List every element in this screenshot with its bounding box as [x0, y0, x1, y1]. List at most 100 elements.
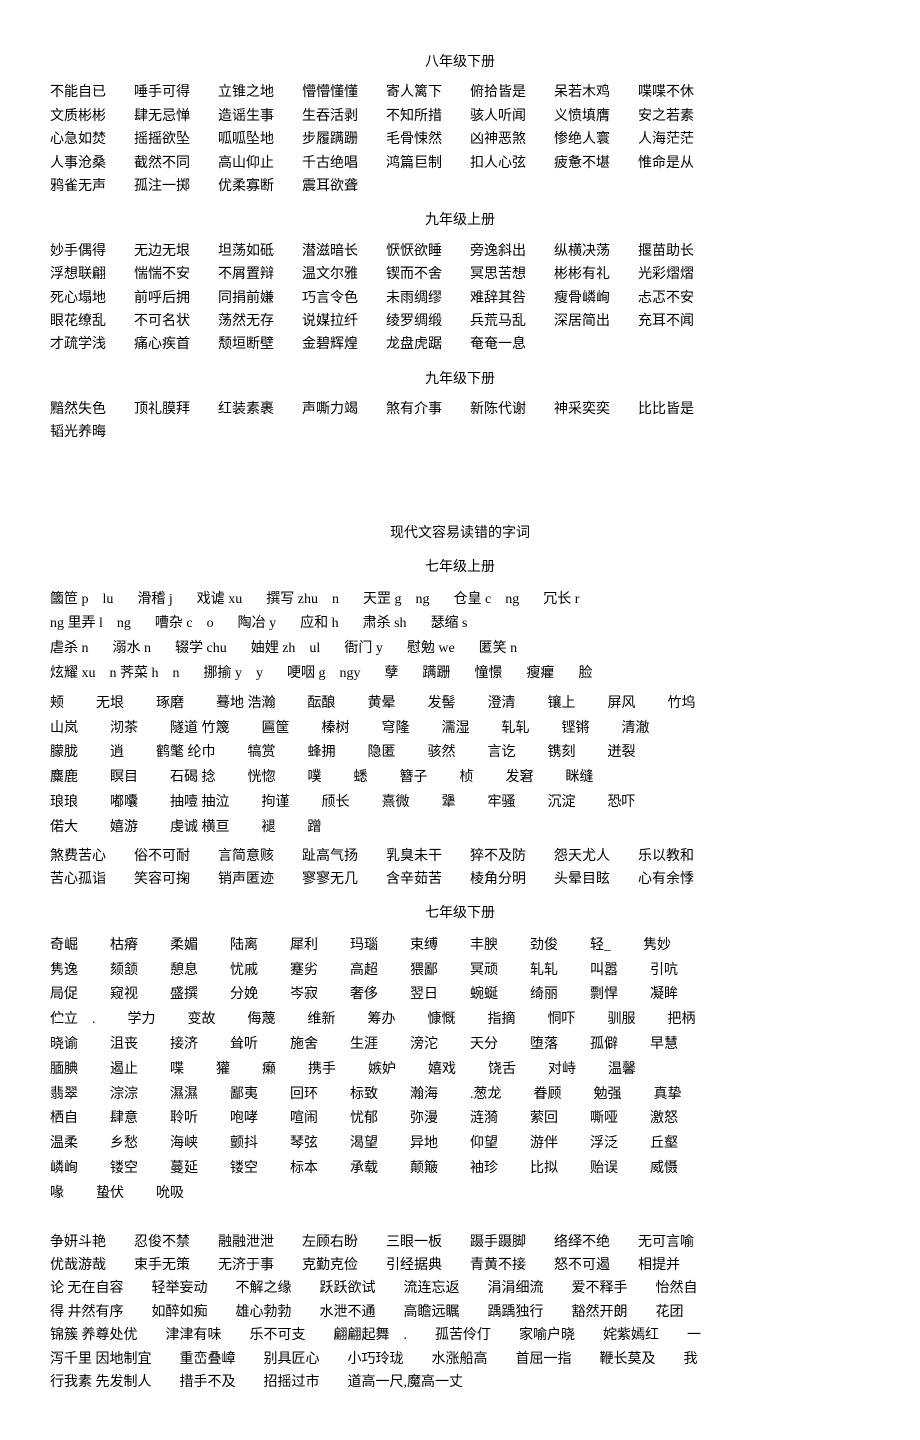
- text-item: 偌大: [50, 816, 78, 840]
- text-item: 坦荡如砥: [218, 241, 274, 263]
- g9-up-block: 妙手偶得无边无垠坦荡如砥潜滋暗长恹恹欲睡旁逸斜出纵横决荡揠苗助长 浮想联翩惴惴不…: [50, 241, 870, 357]
- text-item: 眯缝: [566, 766, 594, 790]
- text-item: 涓涓细流: [488, 1278, 544, 1300]
- text-item: 苦心孤诣: [50, 869, 106, 891]
- text-item: 早慧: [650, 1033, 678, 1057]
- text-item: 锲而不舍: [386, 264, 442, 286]
- text-item: 劲俊: [530, 934, 558, 958]
- text-item: 朦胧: [50, 741, 78, 765]
- g7-up-idioms-block: 煞费苦心俗不可耐言简意赅趾高气扬乳臭未干猝不及防怨天尤人乐以教和 苦心孤诣笑容可…: [50, 846, 870, 892]
- text-item: 乐不可支: [250, 1325, 306, 1347]
- text-item: 呱呱坠地: [218, 129, 274, 151]
- text-item: 应和 h: [300, 612, 339, 636]
- text-item: 引经据典: [386, 1255, 442, 1277]
- text-item: 金碧辉煌: [302, 334, 358, 356]
- text-item: 花团: [656, 1302, 684, 1324]
- text-item: 瘦骨嶙峋: [554, 288, 610, 310]
- text-item: 棱角分明: [470, 869, 526, 891]
- text-item: 不解之缘: [236, 1278, 292, 1300]
- text-item: 侮蔑: [248, 1008, 276, 1032]
- text-item: 虔诚 横亘: [170, 816, 230, 840]
- word-row: 局促窥视盛撰分娩岑寂奢侈翌日蜿蜒绮丽剽悍凝眸: [50, 983, 870, 1007]
- text-item: 乡愁: [110, 1132, 138, 1156]
- text-item: 旁逸斜出: [470, 241, 526, 263]
- text-item: 琢磨: [156, 692, 184, 716]
- text-item: 盛撰: [170, 983, 198, 1007]
- text-item: 冥顽: [470, 959, 498, 983]
- text-item: 遏止: [110, 1058, 138, 1082]
- text-item: 说媒拉纤: [302, 311, 358, 333]
- text-item: 饶舌: [488, 1058, 516, 1082]
- text-item: 陆离: [230, 934, 258, 958]
- pinyin-row: 虐杀 n溺水 n辍学 chu妯娌 zh ul衙门 y慰勉 we匿笑 n: [50, 637, 870, 661]
- text-item: 奄奄一息: [470, 334, 526, 356]
- text-item: 凶神恶煞: [470, 129, 526, 151]
- text-item: 寥寥无几: [302, 869, 358, 891]
- text-item: 龙盘虎踞: [386, 334, 442, 356]
- text-item: 麋鹿: [50, 766, 78, 790]
- text-item: 惟命是从: [638, 153, 694, 175]
- word-row: 嶙峋镂空蔓延镂空标本承载颠簸袖珍比拟贻误威慑: [50, 1157, 870, 1181]
- text-item: 轧轧: [502, 717, 530, 741]
- text-item: 无垠: [96, 692, 124, 716]
- text-item: 犟: [442, 791, 456, 815]
- text-item: 颓垣断壁: [218, 334, 274, 356]
- g9-down-block: 黯然失色顶礼膜拜红装素裹声嘶力竭煞有介事新陈代谢神采奕奕比比皆是 韬光养晦: [50, 399, 870, 445]
- text-item: 爱不释手: [572, 1278, 628, 1300]
- text-item: 蟋: [354, 766, 368, 790]
- text-item: 山岚: [50, 717, 78, 741]
- text-item: 言讫: [488, 741, 516, 765]
- text-item: 恫吓: [548, 1008, 576, 1032]
- text-item: 无边无垠: [134, 241, 190, 263]
- text-item: 充耳不闻: [638, 311, 694, 333]
- text-item: 深居简出: [554, 311, 610, 333]
- text-item: 绮丽: [530, 983, 558, 1007]
- text-item: 兵荒马乱: [470, 311, 526, 333]
- text-item: 安之若素: [638, 106, 694, 128]
- text-item: 蜿蜒: [470, 983, 498, 1007]
- text-item: 含辛茹苦: [386, 869, 442, 891]
- text-item: 红装素裹: [218, 399, 274, 421]
- text-item: 妯娌 zh ul: [251, 637, 321, 661]
- text-item: 玛瑙: [350, 934, 378, 958]
- section-title-modern: 现代文容易读错的字词: [50, 523, 870, 545]
- text-item: 沉淀: [548, 791, 576, 815]
- text-item: 瀚海: [410, 1083, 438, 1107]
- text-item: 绫罗绸缎: [386, 311, 442, 333]
- text-item: 奢侈: [350, 983, 378, 1007]
- idiom-row: 韬光养晦: [50, 422, 870, 444]
- idiom-row: 浮想联翩惴惴不安不屑置辩温文尔雅锲而不舍冥思苦想彬彬有礼光彩熠熠: [50, 264, 870, 286]
- text-item: 惨绝人寰: [554, 129, 610, 151]
- text-item: 浮想联翩: [50, 264, 106, 286]
- text-item: 萦回: [530, 1107, 558, 1131]
- g7-down-idioms-block: 争妍斗艳忍俊不禁融融泄泄左顾右盼三眼一板蹑手蹑脚络绎不绝无可言喻 优哉游哉束手无…: [50, 1232, 870, 1395]
- text-item: 慰勉 we: [407, 637, 455, 661]
- word-row: 朦胧逍鹤氅 纶巾犒赏蜂拥隐匿骇然言讫镌刻迸裂: [50, 741, 870, 765]
- text-item: 隐匿: [368, 741, 396, 765]
- text-item: 翡翠: [50, 1083, 78, 1107]
- word-row: 奇崛枯瘠柔媚陆离犀利玛瑙束缚丰腴劲俊轻_隽妙: [50, 934, 870, 958]
- text-item: 天罡 g ng: [363, 588, 430, 612]
- word-row: 喙蛰伏吮吸: [50, 1182, 870, 1206]
- text-item: 沮丧: [110, 1033, 138, 1057]
- text-item: 鞭长莫及: [600, 1349, 656, 1371]
- text-item: 怡然自: [656, 1278, 698, 1300]
- text-item: 潜滋暗长: [302, 241, 358, 263]
- text-item: 人海茫茫: [638, 129, 694, 151]
- text-item: 仓皇 c ng: [454, 588, 520, 612]
- text-item: 唾手可得: [134, 82, 190, 104]
- text-item: 神采奕奕: [554, 399, 610, 421]
- text-item: 隽妙: [643, 934, 671, 958]
- text-item: 咆哮: [230, 1107, 258, 1131]
- text-item: 顶礼膜拜: [134, 399, 190, 421]
- text-item: 荡然无存: [218, 311, 274, 333]
- text-item: 渴望: [350, 1132, 378, 1156]
- word-row: 偌大嬉游虔诚 横亘褪蹭: [50, 816, 870, 840]
- text-item: 左顾右盼: [302, 1232, 358, 1254]
- text-item: 怒不可遏: [554, 1255, 610, 1277]
- pinyin-row: 簂笸 p lu滑稽 j戏谑 xu撰写 zhu n天罡 g ng仓皇 c ng冗长…: [50, 588, 870, 612]
- text-item: 淙淙: [110, 1083, 138, 1107]
- text-item: 轧轧: [530, 959, 558, 983]
- text-item: 骇人听闻: [470, 106, 526, 128]
- text-item: 维新: [308, 1008, 336, 1032]
